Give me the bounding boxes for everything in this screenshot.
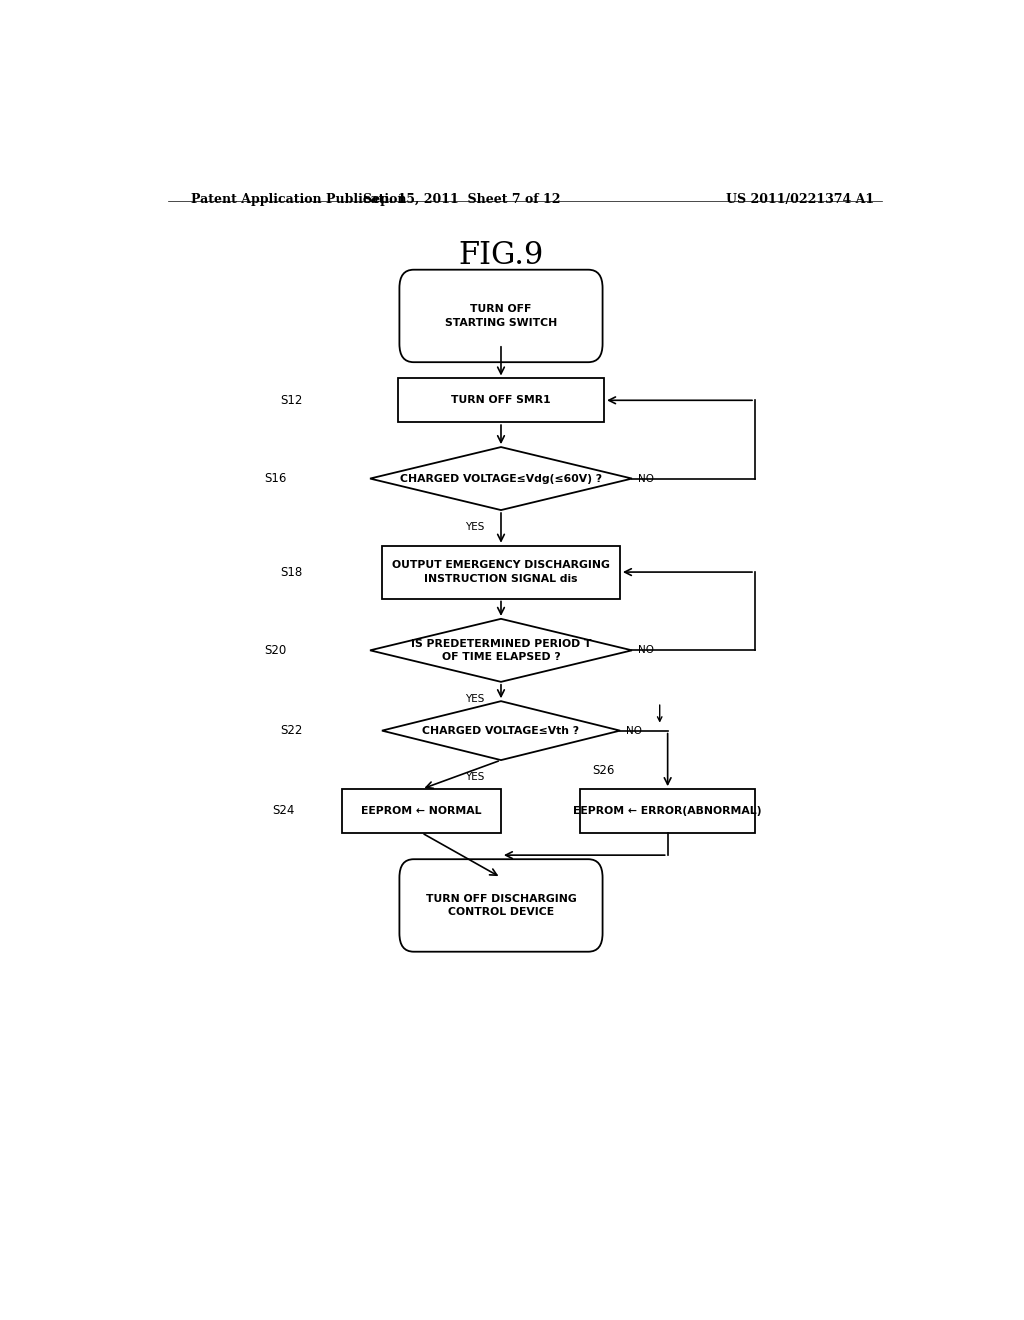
Text: Sep. 15, 2011  Sheet 7 of 12: Sep. 15, 2011 Sheet 7 of 12 [362, 193, 560, 206]
Text: TURN OFF SMR1: TURN OFF SMR1 [452, 395, 551, 405]
Text: TURN OFF
STARTING SWITCH: TURN OFF STARTING SWITCH [444, 305, 557, 327]
Text: Patent Application Publication: Patent Application Publication [191, 193, 407, 206]
Text: S16: S16 [264, 473, 287, 484]
Polygon shape [370, 447, 632, 510]
Text: S22: S22 [281, 725, 303, 737]
Text: US 2011/0221374 A1: US 2011/0221374 A1 [726, 193, 873, 206]
Text: S20: S20 [264, 644, 287, 657]
Text: EEPROM ← ERROR(ABNORMAL): EEPROM ← ERROR(ABNORMAL) [573, 807, 762, 816]
Bar [581, 789, 755, 833]
Polygon shape [382, 701, 620, 760]
Text: EEPROM ← NORMAL: EEPROM ← NORMAL [361, 807, 482, 816]
FancyBboxPatch shape [399, 269, 602, 362]
FancyBboxPatch shape [399, 859, 602, 952]
Text: YES: YES [465, 694, 484, 704]
Bar [397, 379, 604, 422]
Text: NO: NO [638, 474, 654, 483]
Text: YES: YES [465, 523, 484, 532]
Text: CHARGED VOLTAGE≤Vdg(≤60V) ?: CHARGED VOLTAGE≤Vdg(≤60V) ? [400, 474, 602, 483]
Text: NO: NO [638, 645, 654, 655]
Text: IS PREDETERMINED PERIOD T
OF TIME ELAPSED ?: IS PREDETERMINED PERIOD T OF TIME ELAPSE… [411, 639, 591, 661]
Text: S12: S12 [281, 393, 303, 407]
Polygon shape [370, 619, 632, 682]
Text: S18: S18 [281, 565, 303, 578]
Text: TURN OFF DISCHARGING
CONTROL DEVICE: TURN OFF DISCHARGING CONTROL DEVICE [426, 894, 577, 917]
Text: S24: S24 [272, 804, 295, 817]
Bar [342, 789, 501, 833]
Text: NO: NO [627, 726, 642, 735]
Text: YES: YES [465, 772, 484, 783]
Text: FIG.9: FIG.9 [459, 240, 544, 271]
Text: CHARGED VOLTAGE≤Vth ?: CHARGED VOLTAGE≤Vth ? [423, 726, 580, 735]
Text: S26: S26 [592, 764, 614, 776]
Text: OUTPUT EMERGENCY DISCHARGING
INSTRUCTION SIGNAL dis: OUTPUT EMERGENCY DISCHARGING INSTRUCTION… [392, 561, 610, 583]
Bar [382, 545, 620, 598]
